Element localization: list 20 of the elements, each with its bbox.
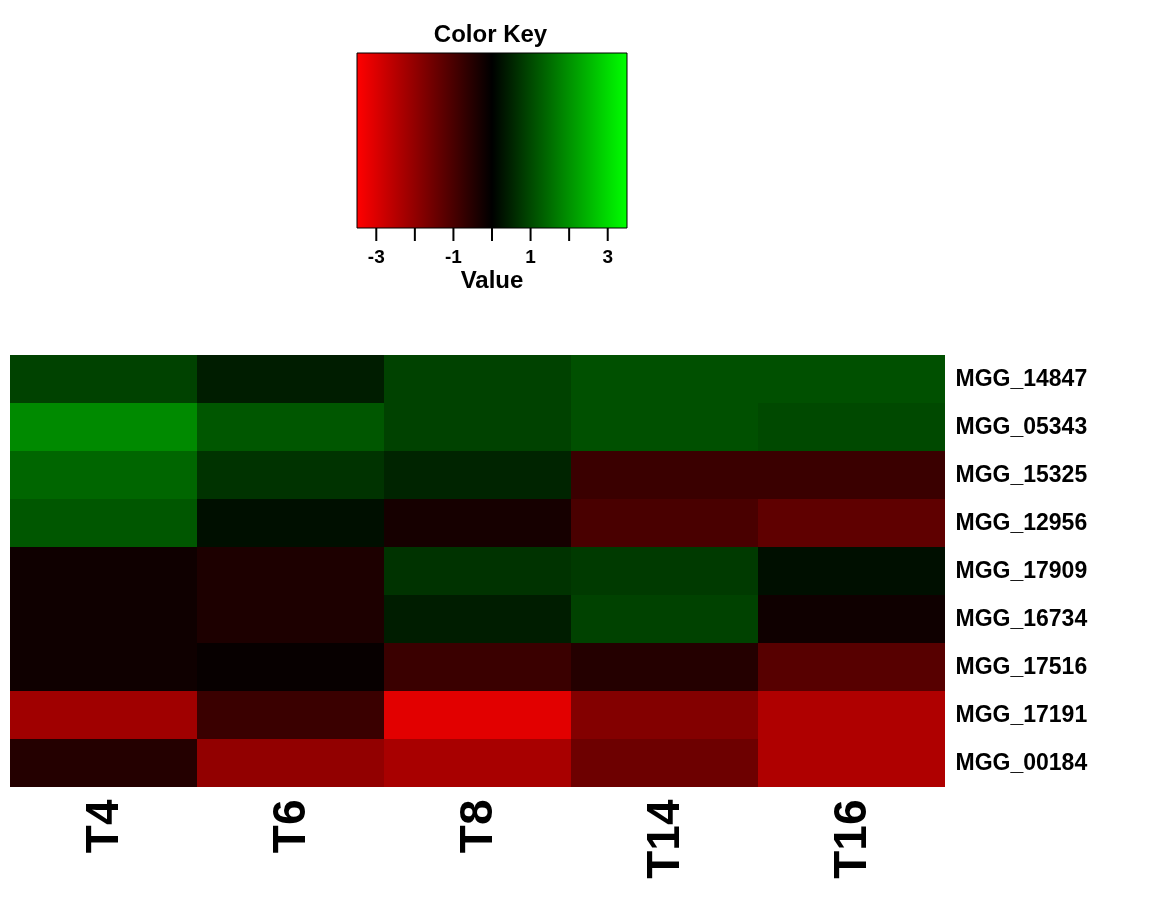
y-tick-label: MGG_17516: [955, 653, 1088, 679]
color-bar-label: 3: [602, 246, 613, 267]
color-bar-label: -3: [367, 246, 385, 267]
y-tick-label: MGG_00184: [955, 749, 1088, 775]
x-tick-label: T14: [636, 799, 689, 879]
color-bar-label: 1: [525, 246, 537, 267]
color-bar-label: -1: [444, 246, 463, 267]
y-tick-label: MGG_17191: [955, 701, 1088, 727]
y-tick-label: MGG_17909: [955, 557, 1088, 583]
x-tick-label: T6: [262, 799, 315, 854]
x-tick-label: T8: [449, 799, 502, 854]
y-tick-label: MGG_14847: [955, 365, 1088, 391]
y-tick-label: MGG_16734: [955, 605, 1088, 631]
y-tick-label: MGG_12956: [955, 509, 1088, 535]
chart-title: Color Key: [433, 20, 548, 47]
x-tick-label: T16: [823, 799, 876, 879]
color-bar-title: Value: [460, 266, 524, 293]
x-tick-label: T4: [75, 799, 128, 854]
y-tick-label: MGG_05343: [955, 413, 1088, 439]
y-tick-label: MGG_15325: [955, 461, 1088, 487]
